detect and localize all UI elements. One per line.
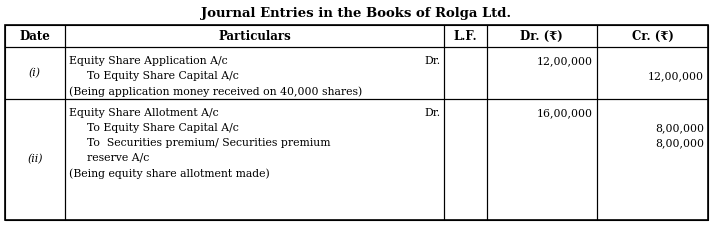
Text: Particulars: Particulars — [218, 29, 291, 43]
Bar — [444, 25, 486, 47]
Text: reserve A/c: reserve A/c — [87, 153, 149, 163]
Bar — [444, 47, 486, 99]
Text: Journal Entries in the Books of Rolga Ltd.: Journal Entries in the Books of Rolga Lt… — [202, 7, 511, 20]
Text: Dr.: Dr. — [424, 108, 441, 118]
Bar — [5, 47, 65, 99]
Bar — [5, 99, 65, 220]
Text: To Equity Share Capital A/c: To Equity Share Capital A/c — [87, 71, 239, 81]
Bar — [65, 25, 444, 47]
Text: To  Securities premium/ Securities premium: To Securities premium/ Securities premiu… — [87, 138, 330, 148]
Bar — [444, 99, 486, 220]
Bar — [597, 25, 708, 47]
Text: (ii): (ii) — [27, 154, 43, 165]
Text: (i): (i) — [29, 68, 41, 78]
Bar — [5, 25, 65, 47]
Bar — [486, 99, 597, 220]
Bar — [65, 99, 444, 220]
Bar — [65, 47, 444, 99]
Bar — [597, 99, 708, 220]
Text: (Being application money received on 40,000 shares): (Being application money received on 40,… — [68, 86, 362, 97]
Text: Cr. (₹): Cr. (₹) — [632, 29, 673, 43]
Bar — [486, 25, 597, 47]
Text: 12,00,000: 12,00,000 — [537, 56, 593, 66]
Text: Equity Share Application A/c: Equity Share Application A/c — [68, 56, 227, 66]
Text: 12,00,000: 12,00,000 — [648, 71, 704, 81]
Text: Date: Date — [19, 29, 51, 43]
Text: Equity Share Allotment A/c: Equity Share Allotment A/c — [68, 108, 218, 118]
Text: 8,00,000: 8,00,000 — [655, 123, 704, 133]
Text: 16,00,000: 16,00,000 — [537, 108, 593, 118]
Bar — [5, 25, 708, 220]
Text: (Being equity share allotment made): (Being equity share allotment made) — [68, 168, 270, 179]
Bar — [486, 47, 597, 99]
Text: Dr. (₹): Dr. (₹) — [520, 29, 563, 43]
Text: Dr.: Dr. — [424, 56, 441, 66]
Text: L.F.: L.F. — [453, 29, 477, 43]
Text: To Equity Share Capital A/c: To Equity Share Capital A/c — [87, 123, 239, 133]
Bar — [597, 47, 708, 99]
Text: 8,00,000: 8,00,000 — [655, 138, 704, 148]
